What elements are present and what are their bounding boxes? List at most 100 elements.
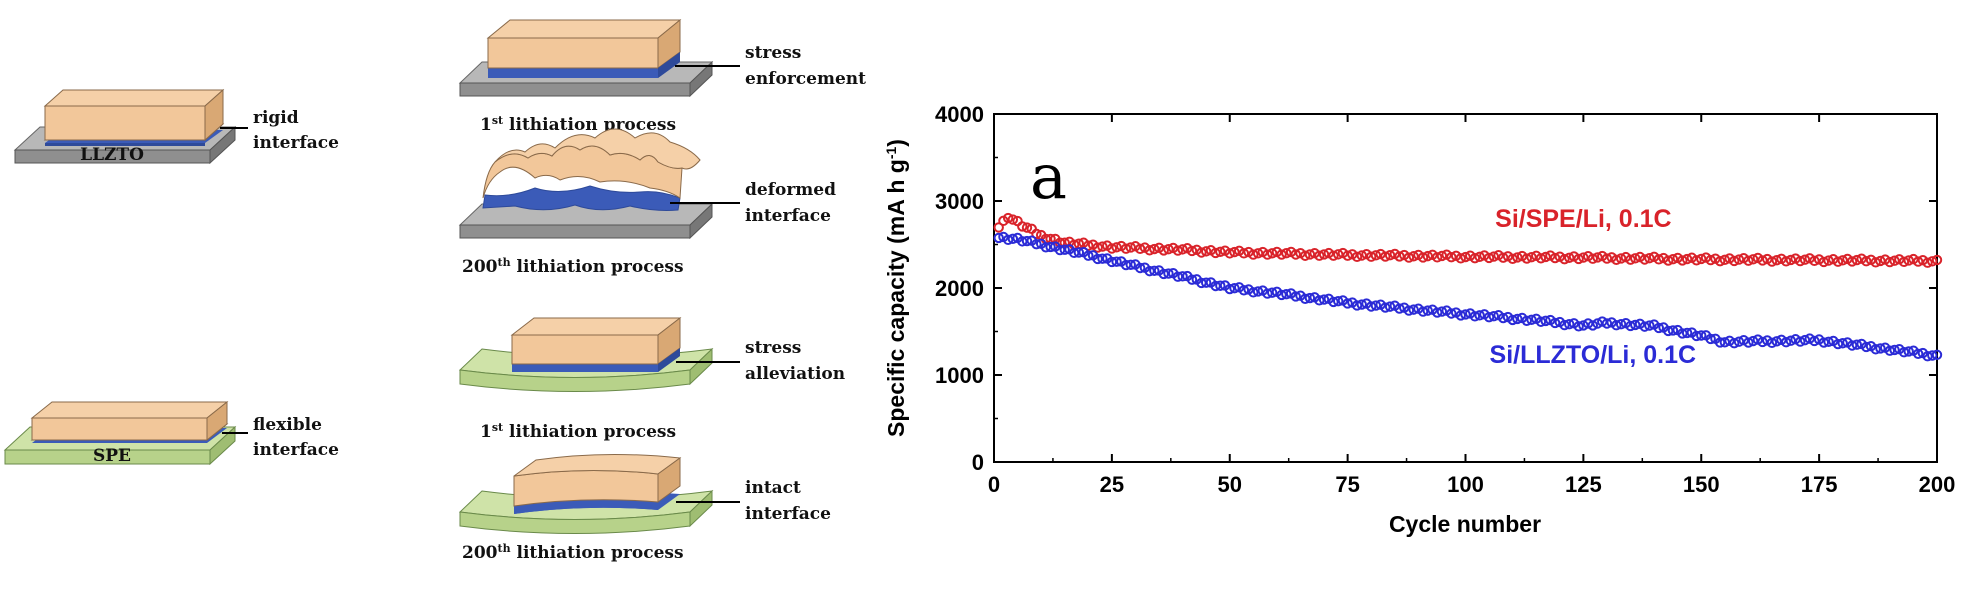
point-0-42 <box>1186 245 1198 257</box>
point-1-94 <box>1432 307 1443 318</box>
point-1-128 <box>1592 318 1603 329</box>
point-0-119 <box>1549 252 1561 264</box>
point-1-116 <box>1535 316 1547 327</box>
point-1-78 <box>1356 299 1367 310</box>
point-1-40 <box>1177 271 1188 282</box>
point-0-51 <box>1229 246 1240 258</box>
point-0-161 <box>1747 254 1759 265</box>
point-1-36 <box>1158 268 1169 280</box>
point-0-31 <box>1134 243 1146 255</box>
point-0-4 <box>1007 214 1019 225</box>
point-0-124 <box>1573 253 1584 265</box>
x-tick-label-3: 75 <box>1335 472 1359 497</box>
spe-slab <box>3 400 248 466</box>
point-1-59 <box>1266 287 1278 298</box>
point-0-193 <box>1898 256 1910 268</box>
point-0-183 <box>1851 254 1863 266</box>
stress-label: stress <box>745 43 801 63</box>
point-1-108 <box>1498 312 1509 324</box>
point-0-29 <box>1125 242 1136 253</box>
point-0-22 <box>1092 242 1103 253</box>
x-tick-label-8: 200 <box>1919 472 1956 497</box>
point-1-117 <box>1540 315 1551 327</box>
point-0-91 <box>1417 252 1429 263</box>
point-1-92 <box>1422 305 1433 316</box>
point-0-84 <box>1384 250 1396 261</box>
point-1-81 <box>1370 300 1382 311</box>
y-tick-label-2: 2000 <box>935 276 984 301</box>
point-1-67 <box>1304 292 1316 304</box>
point-0-110 <box>1507 253 1518 264</box>
point-1-105 <box>1483 311 1495 323</box>
point-0-185 <box>1861 256 1872 267</box>
point-1-18 <box>1073 247 1085 258</box>
point-1-193 <box>1898 347 1910 358</box>
point-0-163 <box>1757 255 1768 266</box>
point-1-50 <box>1224 283 1235 295</box>
point-0-6 <box>1017 221 1028 232</box>
point-0-154 <box>1714 255 1726 267</box>
point-0-155 <box>1719 254 1731 266</box>
point-1-147 <box>1681 327 1693 339</box>
point-0-28 <box>1120 243 1132 254</box>
point-1-88 <box>1403 305 1415 316</box>
point-0-166 <box>1771 254 1782 266</box>
point-0-40 <box>1177 244 1188 255</box>
y-tick-label-4: 4000 <box>935 102 984 127</box>
point-0-182 <box>1846 256 1858 267</box>
point-1-130 <box>1601 318 1613 329</box>
point-1-72 <box>1328 296 1339 308</box>
point-1-44 <box>1196 277 1207 289</box>
point-0-7 <box>1021 222 1033 233</box>
point-1-95 <box>1436 306 1448 317</box>
point-1-91 <box>1417 306 1429 317</box>
point-1-37 <box>1163 268 1174 279</box>
point-0-180 <box>1837 255 1848 266</box>
point-0-69 <box>1314 250 1325 261</box>
point-1-110 <box>1507 314 1518 326</box>
stress-alleviation-label-1: stress <box>745 338 801 358</box>
point-1-58 <box>1262 288 1273 299</box>
point-1-182 <box>1846 340 1858 351</box>
point-1-127 <box>1587 320 1599 331</box>
y-axis-label: Specific capacity (mA h g-1) <box>883 139 909 437</box>
x-tick-label-0: 0 <box>988 472 1000 497</box>
point-0-83 <box>1380 251 1391 262</box>
point-0-152 <box>1705 254 1716 266</box>
point-0-116 <box>1535 253 1547 264</box>
point-0-121 <box>1559 253 1570 265</box>
point-1-75 <box>1342 298 1353 309</box>
point-1-135 <box>1625 320 1636 332</box>
point-0-48 <box>1215 246 1226 258</box>
point-1-160 <box>1743 337 1754 348</box>
point-1-132 <box>1611 320 1622 331</box>
point-1-56 <box>1252 286 1264 297</box>
point-1-4 <box>1007 233 1019 245</box>
point-0-78 <box>1356 250 1367 261</box>
point-1-66 <box>1299 293 1311 304</box>
point-0-108 <box>1498 252 1509 263</box>
y-tick-label-1: 1000 <box>935 363 984 388</box>
point-1-97 <box>1446 308 1457 319</box>
point-0-33 <box>1144 245 1155 256</box>
point-0-143 <box>1663 255 1674 266</box>
point-0-139 <box>1644 252 1655 264</box>
point-1-55 <box>1248 287 1259 298</box>
deformed-interface-stack <box>458 128 740 240</box>
point-1-45 <box>1200 277 1212 288</box>
flexible-label: flexible <box>253 415 322 435</box>
point-0-122 <box>1564 252 1575 263</box>
point-0-61 <box>1276 249 1287 260</box>
point-0-67 <box>1304 249 1316 260</box>
point-0-125 <box>1578 252 1589 263</box>
point-1-138 <box>1639 321 1650 332</box>
point-0-111 <box>1512 252 1523 263</box>
point-0-146 <box>1677 255 1688 266</box>
point-1-179 <box>1832 338 1844 350</box>
point-1-136 <box>1630 319 1641 331</box>
point-1-103 <box>1474 310 1485 321</box>
point-1-188 <box>1875 343 1886 354</box>
point-0-169 <box>1785 254 1797 266</box>
point-1-84 <box>1384 301 1396 312</box>
point-0-47 <box>1210 247 1221 259</box>
